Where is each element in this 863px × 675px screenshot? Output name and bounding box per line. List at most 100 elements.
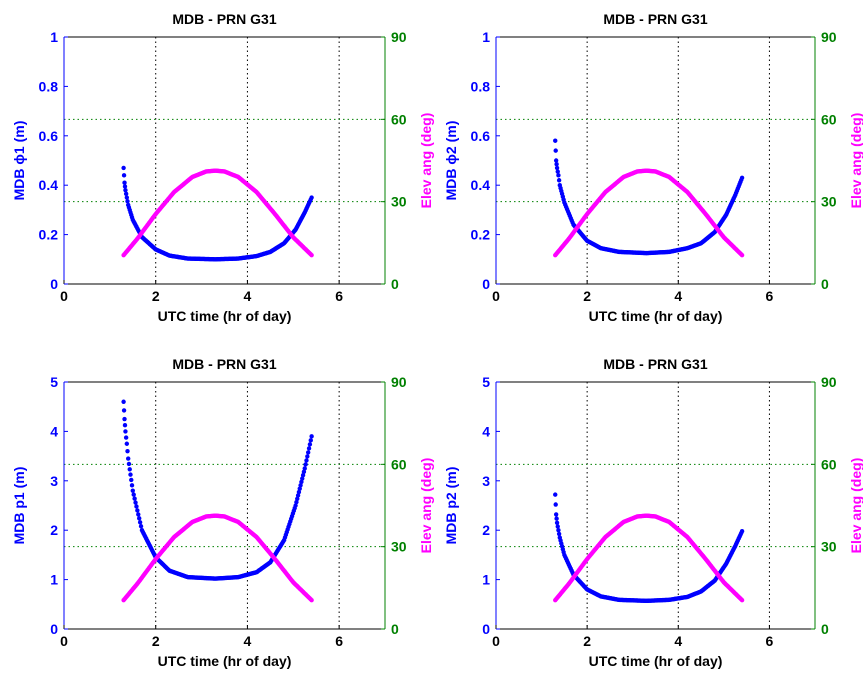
elev-series	[553, 513, 745, 603]
mdb-point	[554, 162, 559, 167]
mdb-point	[133, 500, 138, 505]
mdb-point	[555, 524, 560, 529]
left-y-tick-label: 0.4	[471, 177, 491, 193]
x-axis-label: UTC time (hr of day)	[158, 308, 292, 324]
x-tick-label: 6	[766, 288, 774, 304]
left-y-axis-label: MDB ϕ2 (m)	[443, 121, 459, 201]
x-tick-label: 6	[335, 288, 343, 304]
x-tick-label: 4	[244, 288, 252, 304]
x-tick-label: 0	[60, 633, 68, 649]
mdb-point	[739, 528, 745, 534]
plot-area	[496, 37, 815, 284]
elev-point	[309, 252, 314, 258]
x-tick-label: 4	[674, 288, 682, 304]
right-y-axis-label: Elev ang (deg)	[418, 113, 434, 209]
elev-point	[739, 252, 745, 258]
mdb-point	[129, 477, 134, 483]
right-y-tick-label: 90	[391, 29, 407, 45]
left-y-tick-label: 3	[482, 473, 490, 489]
mdb-point	[123, 429, 128, 434]
mdb-point	[297, 486, 302, 491]
mdb-point	[553, 148, 558, 153]
mdb-point	[123, 435, 129, 440]
mdb-point	[554, 516, 559, 521]
mdb-point	[134, 504, 139, 509]
mdb-point	[127, 467, 132, 472]
left-y-tick-label: 0	[50, 621, 58, 637]
mdb-point	[306, 446, 312, 451]
mdb-point	[309, 195, 314, 200]
mdb-point	[309, 434, 314, 439]
left-y-axis-label: MDB p2 (m)	[443, 467, 459, 545]
x-tick-label: 0	[492, 633, 500, 649]
left-y-tick-label: 5	[482, 374, 490, 390]
mdb-point	[121, 165, 126, 171]
right-y-tick-label: 90	[821, 374, 837, 390]
mdb-point	[137, 516, 142, 521]
mdb-point	[554, 520, 560, 525]
plot-area	[64, 37, 385, 284]
right-y-tick-label: 0	[821, 621, 829, 637]
mdb-point	[131, 492, 136, 497]
mdb-point	[304, 458, 309, 463]
mdb-point	[126, 461, 132, 467]
mdb-point	[122, 184, 128, 189]
mdb-point	[138, 524, 144, 529]
mdb-point	[553, 502, 558, 507]
mdb-point	[125, 448, 130, 454]
right-y-tick-label: 30	[391, 539, 407, 555]
mdb-point	[121, 173, 127, 178]
mdb-point	[135, 508, 140, 513]
right-y-tick-label: 90	[391, 374, 407, 390]
mdb-point	[556, 528, 561, 533]
left-y-tick-label: 0.4	[39, 177, 59, 193]
mdb-point	[122, 416, 127, 422]
mdb-point	[132, 496, 137, 501]
mdb-point	[130, 488, 135, 493]
right-y-axis-label: Elev ang (deg)	[848, 113, 863, 209]
mdb-point	[295, 496, 300, 501]
elev-point	[739, 597, 745, 603]
chart-title: MDB - PRN G31	[172, 356, 276, 372]
x-axis-label: UTC time (hr of day)	[158, 653, 292, 669]
mdb-point	[554, 165, 560, 171]
mdb-series	[121, 165, 314, 262]
mdb-point	[302, 466, 307, 471]
right-y-tick-label: 30	[821, 539, 837, 555]
elev-point	[309, 597, 314, 603]
mdb-series	[553, 138, 745, 256]
mdb-point	[308, 438, 313, 443]
mdb-point	[293, 503, 298, 508]
left-y-tick-label: 0.6	[471, 128, 491, 144]
left-y-tick-label: 1	[482, 572, 490, 588]
left-y-tick-label: 1	[50, 29, 58, 45]
mdb-point	[136, 512, 141, 517]
mdb-point	[305, 454, 310, 459]
x-axis-label: UTC time (hr of day)	[589, 308, 723, 324]
mdb-point	[294, 499, 299, 505]
mdb-point	[128, 472, 133, 477]
x-tick-label: 2	[583, 288, 591, 304]
right-y-tick-label: 30	[391, 194, 407, 210]
mdb-point	[124, 441, 130, 446]
mdb-point	[299, 479, 304, 485]
mdb-point	[556, 173, 561, 178]
mdb-point	[124, 195, 130, 200]
mdb-point	[553, 138, 558, 143]
left-y-tick-label: 0.8	[39, 78, 59, 94]
mdb-point	[553, 158, 559, 163]
right-y-tick-label: 90	[821, 29, 837, 45]
right-y-axis-label: Elev ang (deg)	[848, 458, 863, 554]
left-y-tick-label: 4	[50, 423, 58, 439]
left-y-tick-label: 1	[482, 29, 490, 45]
mdb-point	[126, 456, 131, 461]
x-tick-label: 4	[244, 633, 252, 649]
elev-series	[553, 168, 745, 258]
x-tick-label: 6	[766, 633, 774, 649]
mdb-point	[300, 472, 306, 478]
mdb-point	[553, 512, 559, 517]
chart-title: MDB - PRN G31	[172, 11, 276, 27]
